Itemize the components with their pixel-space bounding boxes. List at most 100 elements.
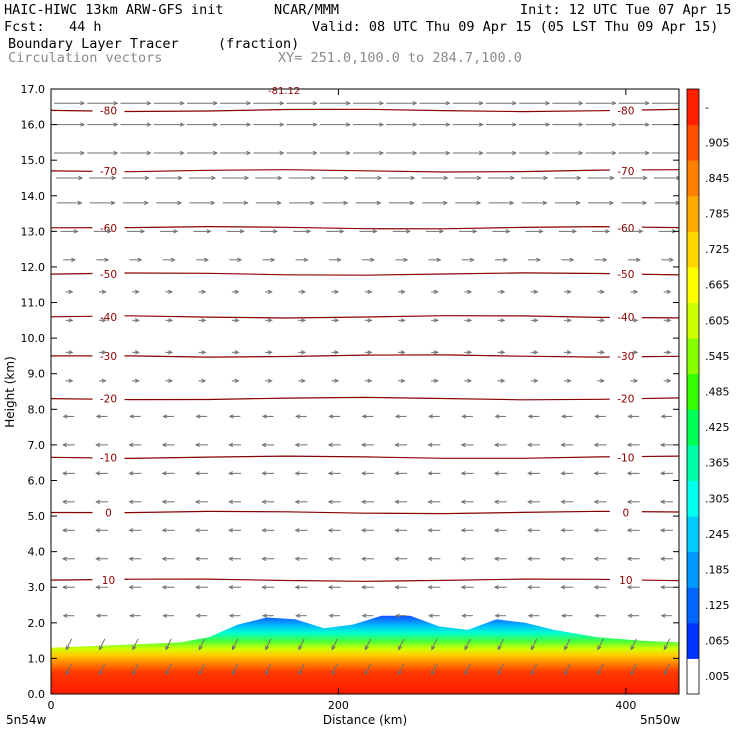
forecast-hour: Fcst: 44 h — [4, 19, 102, 35]
wind-vector — [630, 638, 637, 651]
isotherm-label-bg — [92, 310, 125, 323]
wind-vector — [261, 442, 275, 448]
wind-vector — [165, 638, 172, 651]
wind-vector — [129, 414, 141, 419]
wind-vector — [460, 471, 474, 476]
wind-vector — [485, 150, 518, 156]
wind-vector — [193, 229, 212, 234]
wind-vector — [397, 318, 406, 323]
x-tick-label: 200 — [328, 699, 349, 712]
wind-vector — [165, 350, 174, 355]
wind-vector — [455, 200, 482, 206]
wind-vector — [255, 200, 282, 206]
wind-vector — [431, 663, 438, 676]
wind-vector — [226, 229, 245, 234]
wind-vector — [492, 229, 511, 234]
wind-vector — [98, 350, 107, 355]
colorbar-label: .185 — [705, 563, 730, 576]
wind-vector — [255, 175, 283, 181]
wind-vector — [564, 378, 572, 384]
wind-vector — [294, 499, 308, 505]
wind-vector — [295, 257, 309, 263]
colorbar-swatch — [687, 124, 699, 161]
wind-vector — [231, 663, 239, 676]
wind-vector — [56, 200, 83, 206]
wind-vector — [294, 442, 308, 448]
wind-vector — [89, 175, 117, 181]
wind-vector — [597, 350, 606, 355]
wind-vector — [626, 528, 640, 533]
center-name: NCAR/MMM — [274, 2, 340, 18]
wind-vector — [530, 289, 539, 295]
wind-vector — [464, 378, 473, 384]
wind-vector — [162, 613, 174, 618]
wind-vector — [93, 229, 112, 234]
isotherm-label-bg — [609, 574, 642, 587]
wind-vector — [220, 101, 252, 106]
wind-vector — [265, 318, 273, 323]
wind-vector — [95, 499, 109, 505]
wind-vector — [61, 585, 75, 590]
wind-vector — [328, 414, 341, 419]
wind-vector — [494, 257, 508, 263]
wind-vector — [161, 499, 175, 505]
wind-vector — [630, 378, 639, 384]
wind-vector — [564, 663, 571, 676]
wind-vector — [228, 528, 242, 533]
wind-vector — [419, 150, 451, 156]
wind-vector — [530, 663, 538, 676]
y-tick-label: 3.0 — [28, 581, 46, 594]
wind-vector — [663, 289, 672, 295]
isotherm-label: -50 — [617, 269, 634, 281]
wind-vector — [431, 378, 439, 384]
wind-vector — [652, 101, 679, 106]
isotherm-label-bg — [92, 506, 125, 519]
wind-vector — [153, 101, 185, 106]
wind-vector — [552, 150, 584, 156]
isotherm-label-bg — [609, 506, 642, 519]
wind-vector — [361, 414, 374, 419]
wind-vector — [397, 350, 406, 355]
isotherm-line — [51, 272, 679, 276]
wind-vector — [519, 150, 551, 156]
wind-vector — [87, 101, 119, 106]
wind-vector — [658, 229, 677, 234]
isotherm-label: -40 — [617, 312, 634, 324]
isotherm-label: -80 — [100, 105, 117, 117]
wind-vector — [660, 613, 673, 618]
wind-vector — [630, 289, 639, 295]
wind-vector — [228, 499, 242, 505]
wind-vector — [220, 122, 252, 127]
wind-vector — [95, 414, 108, 419]
x-tick-label: 400 — [615, 699, 636, 712]
y-tick-label: 1.0 — [28, 652, 46, 665]
wind-vector — [660, 414, 673, 419]
wind-vector — [560, 442, 574, 448]
wind-vector — [364, 378, 373, 384]
wind-vector — [659, 499, 673, 505]
wind-vector — [594, 257, 608, 263]
wind-vector — [594, 613, 606, 618]
wind-vector — [132, 638, 139, 651]
wind-vector — [593, 556, 607, 561]
x-end-label: 5n50w — [640, 713, 681, 727]
wind-vector — [493, 556, 507, 561]
wind-vector — [464, 663, 471, 676]
wind-vector — [394, 613, 407, 618]
wind-vector — [62, 414, 75, 419]
wind-vector — [261, 471, 275, 476]
y-tick-label: 11.0 — [21, 297, 46, 310]
wind-vector — [460, 499, 474, 505]
wind-vector — [99, 638, 106, 651]
wind-vector — [564, 638, 571, 651]
wind-vector — [228, 471, 242, 476]
isotherm-label-bg — [92, 349, 125, 362]
wind-vector — [132, 350, 140, 355]
isotherm-label: -10 — [100, 452, 117, 464]
isotherm-label: -20 — [100, 394, 117, 406]
wind-vector — [132, 663, 139, 676]
wind-vector — [452, 150, 484, 156]
isotherm-label: -80 — [617, 105, 634, 117]
wind-vector — [585, 122, 617, 127]
x-axis-label: Distance (km) — [323, 713, 407, 727]
